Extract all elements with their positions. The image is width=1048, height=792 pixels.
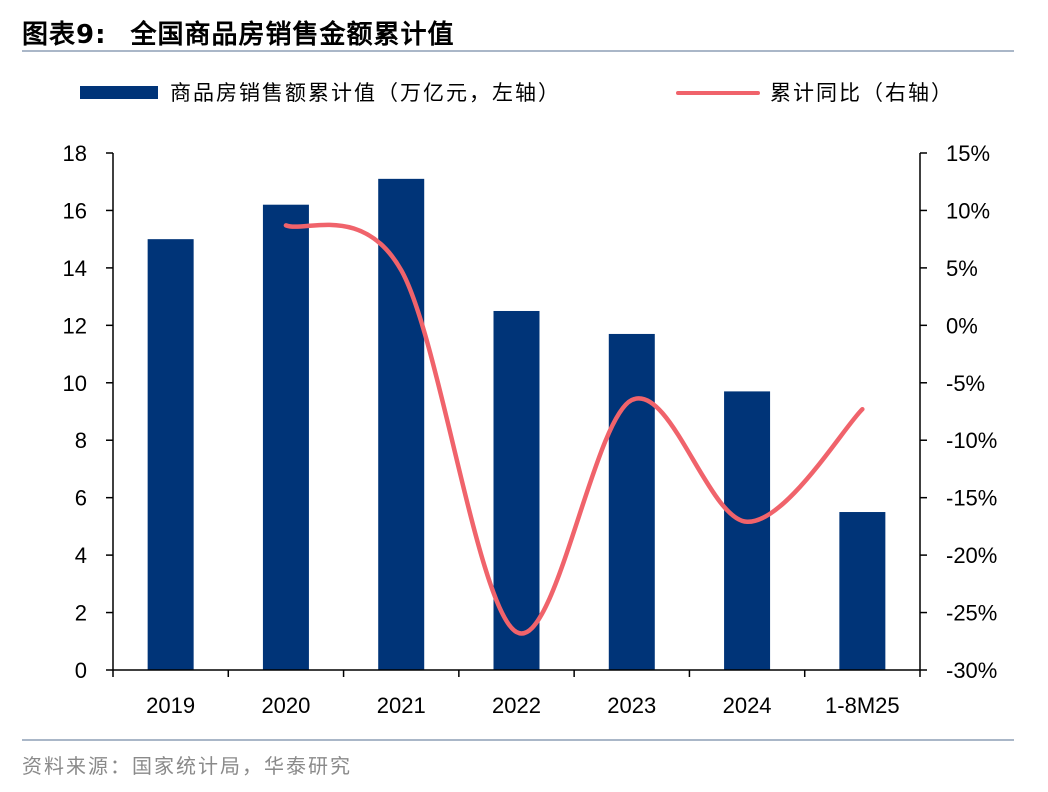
- right-tick-label: 0%: [946, 313, 978, 338]
- source-note: 资料来源：国家统计局，华泰研究: [22, 754, 352, 778]
- left-tick-label: 4: [75, 543, 87, 568]
- right-tick-label: 5%: [946, 256, 978, 281]
- left-tick-label: 8: [75, 428, 87, 453]
- figure-title: 全国商品房销售金额累计值: [130, 20, 455, 50]
- bar-2024: [724, 391, 771, 670]
- bar-2021: [378, 178, 425, 670]
- bar-2022: [493, 310, 540, 670]
- left-tick-label: 12: [63, 313, 87, 338]
- right-tick-label: 15%: [946, 141, 990, 166]
- right-tick-label: 10%: [946, 198, 990, 223]
- legend-label-bar: 商品房销售额累计值（万亿元，左轴）: [170, 81, 561, 105]
- left-tick-label: 2: [75, 601, 87, 626]
- x-tick-label: 1-8M25: [825, 693, 900, 718]
- legend-label-line: 累计同比（右轴）: [770, 81, 954, 105]
- left-tick-label: 18: [63, 141, 87, 166]
- title-divider: [22, 50, 1014, 52]
- x-tick-label: 2020: [261, 693, 310, 718]
- bar-2020: [262, 204, 309, 670]
- right-tick-label: -20%: [946, 543, 997, 568]
- x-tick-label: 2024: [723, 693, 772, 718]
- chart: 商品房销售额累计值（万亿元，左轴） 累计同比（右轴） 0 2 4 6 8 10 12 14 16 1…: [63, 81, 998, 718]
- left-tick-label: 16: [63, 198, 87, 223]
- legend-swatch-bar: [80, 86, 158, 99]
- bar-series: [147, 178, 886, 670]
- x-tick-label: 2021: [377, 693, 426, 718]
- x-tick-label: 2022: [492, 693, 541, 718]
- axes: 0 2 4 6 8 10 12 14 16 18 -30% -25% -20% -15% -10% -5% 0%…: [63, 141, 998, 718]
- left-tick-label: 0: [75, 658, 87, 683]
- bar-2019: [147, 239, 194, 670]
- line-path-yoy: [283, 222, 865, 636]
- left-tick-label: 14: [63, 256, 87, 281]
- right-tick-label: -30%: [946, 658, 997, 683]
- right-tick-label: -10%: [946, 428, 997, 453]
- right-tick-label: -25%: [946, 601, 997, 626]
- chart-title: 图表9: 全国商品房销售金额累计值: [22, 14, 455, 51]
- line-series: [283, 222, 865, 636]
- x-tick-label: 2023: [607, 693, 656, 718]
- left-tick-label: 6: [75, 486, 87, 511]
- x-tick-label: 2019: [146, 693, 195, 718]
- legend: 商品房销售额累计值（万亿元，左轴） 累计同比（右轴）: [80, 81, 954, 105]
- bar-1-8M25: [839, 512, 886, 670]
- figure-number: 图表9:: [22, 20, 107, 50]
- source-divider: [22, 739, 1014, 741]
- right-tick-label: -15%: [946, 486, 997, 511]
- right-tick-label: -5%: [946, 371, 985, 396]
- bar-2023: [608, 333, 655, 670]
- left-tick-label: 10: [63, 371, 87, 396]
